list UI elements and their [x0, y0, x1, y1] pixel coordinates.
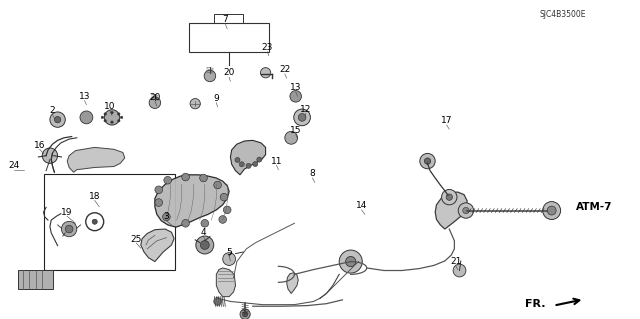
Circle shape: [201, 219, 209, 227]
Circle shape: [239, 162, 244, 167]
Circle shape: [420, 153, 435, 169]
Text: 8: 8: [310, 169, 315, 178]
Circle shape: [246, 163, 251, 168]
Text: 19: 19: [61, 208, 73, 217]
Text: 9: 9: [214, 94, 219, 103]
Circle shape: [339, 250, 362, 273]
Text: 13: 13: [79, 92, 90, 101]
Bar: [18, 270, 53, 289]
Text: 5: 5: [227, 248, 232, 256]
Circle shape: [243, 312, 248, 317]
Circle shape: [196, 236, 214, 254]
Circle shape: [446, 194, 452, 200]
Circle shape: [92, 219, 97, 224]
Polygon shape: [67, 147, 125, 172]
Circle shape: [298, 114, 306, 121]
Circle shape: [118, 120, 120, 122]
Circle shape: [182, 173, 189, 181]
Circle shape: [182, 219, 189, 227]
Circle shape: [453, 264, 466, 277]
Circle shape: [290, 91, 301, 102]
Text: 4: 4: [201, 228, 206, 237]
Circle shape: [163, 213, 170, 221]
Circle shape: [220, 193, 228, 201]
Circle shape: [547, 206, 556, 215]
Circle shape: [54, 116, 61, 123]
Text: 18: 18: [89, 192, 100, 201]
Circle shape: [214, 181, 221, 189]
Text: 13: 13: [290, 83, 301, 92]
Circle shape: [463, 207, 469, 214]
Text: 25: 25: [131, 235, 142, 244]
Text: 7: 7: [223, 15, 228, 24]
Circle shape: [155, 186, 163, 194]
Text: FR.: FR.: [525, 299, 545, 308]
Text: 15: 15: [290, 126, 301, 135]
Text: 2: 2: [50, 106, 55, 115]
Text: 20: 20: [223, 68, 235, 77]
Circle shape: [190, 99, 200, 109]
Circle shape: [260, 68, 271, 78]
Text: SJC4B3500E: SJC4B3500E: [540, 10, 586, 19]
Text: ATM-7: ATM-7: [576, 202, 612, 212]
Text: 22: 22: [279, 65, 291, 74]
Polygon shape: [216, 268, 236, 297]
Circle shape: [61, 221, 77, 237]
Circle shape: [424, 158, 431, 164]
Circle shape: [223, 253, 236, 265]
Polygon shape: [155, 175, 229, 227]
Text: 20: 20: [149, 93, 161, 102]
Polygon shape: [435, 192, 467, 229]
Circle shape: [118, 113, 120, 115]
Circle shape: [149, 97, 161, 108]
Circle shape: [50, 112, 65, 127]
Text: 11: 11: [271, 157, 282, 166]
Circle shape: [294, 109, 310, 126]
Circle shape: [111, 111, 113, 114]
Circle shape: [204, 70, 216, 82]
Text: 12: 12: [300, 105, 311, 114]
Circle shape: [104, 120, 106, 122]
Circle shape: [257, 157, 262, 162]
Circle shape: [120, 116, 123, 119]
Text: 23: 23: [262, 43, 273, 52]
Circle shape: [235, 157, 240, 162]
Text: 16: 16: [34, 141, 45, 150]
Circle shape: [442, 189, 457, 205]
Circle shape: [101, 116, 104, 119]
Circle shape: [104, 113, 106, 115]
Circle shape: [346, 256, 356, 267]
Polygon shape: [230, 140, 266, 175]
Text: 10: 10: [104, 102, 116, 111]
Circle shape: [104, 110, 120, 125]
Text: 17: 17: [441, 116, 452, 125]
Circle shape: [155, 199, 163, 206]
Polygon shape: [287, 273, 298, 293]
Circle shape: [458, 203, 474, 218]
Circle shape: [223, 206, 231, 214]
Circle shape: [42, 148, 58, 163]
Bar: [214, 14, 243, 23]
Circle shape: [219, 216, 227, 223]
Text: 24: 24: [8, 161, 20, 170]
Circle shape: [200, 174, 207, 182]
Text: 3: 3: [164, 212, 169, 221]
Circle shape: [111, 121, 113, 123]
Circle shape: [164, 176, 172, 184]
Bar: [44, 174, 175, 270]
Polygon shape: [141, 229, 174, 262]
Circle shape: [80, 111, 93, 124]
Circle shape: [214, 298, 221, 305]
Circle shape: [200, 241, 209, 249]
Text: 21: 21: [450, 257, 461, 266]
Circle shape: [543, 202, 561, 219]
Circle shape: [65, 225, 73, 233]
Circle shape: [240, 309, 250, 319]
Circle shape: [253, 161, 258, 167]
Bar: [189, 23, 269, 52]
Text: 14: 14: [356, 201, 367, 210]
Circle shape: [285, 131, 298, 144]
